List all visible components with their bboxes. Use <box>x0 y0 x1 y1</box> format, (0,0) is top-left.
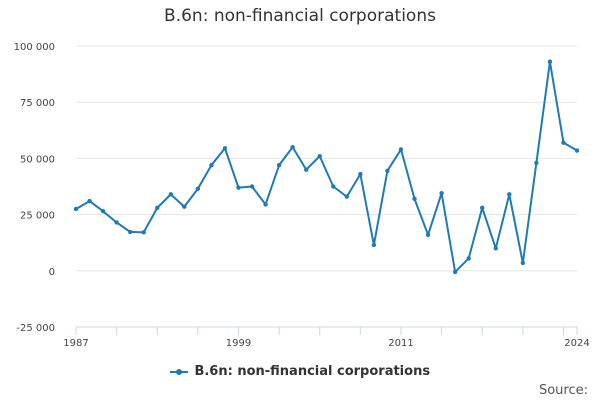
series-line <box>75 60 578 273</box>
data-point[interactable] <box>331 184 336 189</box>
data-point[interactable] <box>493 246 498 251</box>
data-point[interactable] <box>561 140 566 145</box>
series-plot <box>73 59 580 275</box>
data-point[interactable] <box>385 168 390 173</box>
data-point[interactable] <box>520 260 526 266</box>
data-point[interactable] <box>534 160 539 166</box>
data-point[interactable] <box>100 209 106 214</box>
legend[interactable]: B.6n: non-financial corporations <box>0 364 600 379</box>
y-tick-label: 25 000 <box>20 211 55 222</box>
data-point[interactable] <box>480 205 485 211</box>
x-tick-label: 2024 <box>564 338 589 349</box>
data-point[interactable] <box>87 198 92 204</box>
data-point[interactable] <box>507 192 512 197</box>
data-point[interactable] <box>236 185 241 190</box>
data-point[interactable] <box>398 147 404 152</box>
data-point[interactable] <box>276 162 282 168</box>
data-point[interactable] <box>466 256 471 261</box>
data-point[interactable] <box>114 220 119 225</box>
data-point[interactable] <box>155 205 160 211</box>
data-point[interactable] <box>425 232 431 238</box>
legend-label: B.6n: non-financial corporations <box>194 364 431 379</box>
data-point[interactable] <box>249 184 255 189</box>
x-tick-label: 1987 <box>63 338 88 349</box>
x-axis <box>75 326 578 335</box>
y-tick-label: -25 000 <box>16 323 55 334</box>
data-point[interactable] <box>412 196 417 202</box>
x-tick-label: 1999 <box>226 338 251 349</box>
gridlines <box>76 45 577 328</box>
data-point[interactable] <box>344 194 350 199</box>
data-point[interactable] <box>547 59 553 64</box>
x-tick-label: 2011 <box>388 338 413 349</box>
data-point[interactable] <box>222 146 228 151</box>
data-point[interactable] <box>290 144 295 150</box>
data-point[interactable] <box>439 191 444 196</box>
source-label: Source: <box>538 383 588 398</box>
data-point[interactable] <box>141 230 146 235</box>
legend-swatch-icon <box>169 367 188 377</box>
chart-title: B.6n: non-financial corporations <box>164 6 436 26</box>
y-tick-label: 50 000 <box>20 154 55 165</box>
y-tick-label: 75 000 <box>20 98 55 109</box>
data-point[interactable] <box>263 202 268 207</box>
data-point[interactable] <box>168 192 173 197</box>
y-tick-label: 0 <box>49 267 55 278</box>
y-tick-label: 100 000 <box>14 42 55 53</box>
data-point[interactable] <box>574 148 580 153</box>
data-point[interactable] <box>209 162 214 168</box>
data-point[interactable] <box>371 242 377 248</box>
data-point[interactable] <box>127 229 133 235</box>
data-point[interactable] <box>303 167 309 172</box>
x-axis-ticks: 1987 1999 2011 2024 <box>63 338 589 349</box>
data-point[interactable] <box>182 204 187 209</box>
data-point[interactable] <box>195 186 201 191</box>
y-axis-ticks: 100 000 75 000 50 000 25 000 0 -25 000 <box>14 42 55 334</box>
data-point[interactable] <box>358 171 363 177</box>
data-point[interactable] <box>452 269 458 275</box>
data-point[interactable] <box>317 153 322 159</box>
data-point[interactable] <box>73 206 79 212</box>
